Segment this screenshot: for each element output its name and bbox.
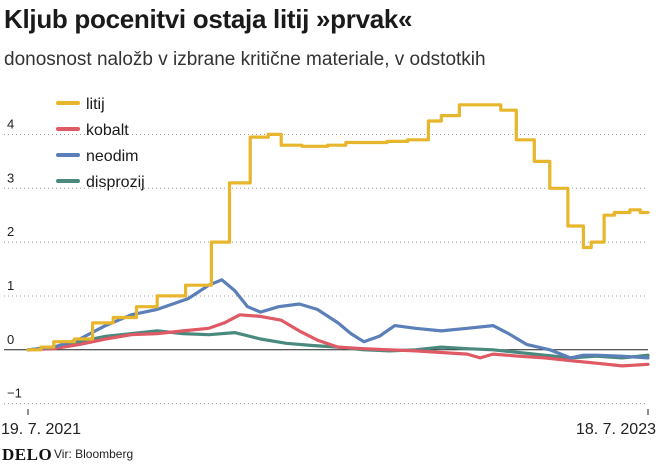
series-line-litij xyxy=(26,103,650,352)
source-note: Vir: Bloomberg xyxy=(54,447,134,461)
legend-label-disprozij: disprozij xyxy=(86,174,145,191)
y-tick-label: 4 xyxy=(7,116,14,131)
y-tick-label: 0 xyxy=(7,332,14,347)
series-line-kobalt xyxy=(26,313,650,368)
chart-subtitle: donosnost naložb v izbrane kritične mate… xyxy=(4,49,486,70)
series-line-neodim xyxy=(26,278,650,360)
y-tick-label: 3 xyxy=(7,170,14,185)
line-chart: −1 0 1 2 3 4 19. 7. 2021 18. 7. 2023 litij kobalt… xyxy=(1,96,656,438)
legend-label-litij: litij xyxy=(86,96,105,113)
x-tick-label-end: 18. 7. 2023 xyxy=(576,421,656,438)
footer: DELO Vir: Bloomberg xyxy=(0,441,660,472)
legend-label-kobalt: kobalt xyxy=(86,122,129,139)
chart-title: Kljub pocenitvi ostaja litij »prvak« xyxy=(4,4,413,34)
legend-label-neodim: neodim xyxy=(86,148,138,165)
x-tick-label-start: 19. 7. 2021 xyxy=(1,421,81,438)
publisher-logo: DELO xyxy=(2,445,53,464)
y-tick-label: 2 xyxy=(7,224,14,239)
y-tick-label: −1 xyxy=(7,386,22,401)
y-tick-label: 1 xyxy=(7,278,14,293)
